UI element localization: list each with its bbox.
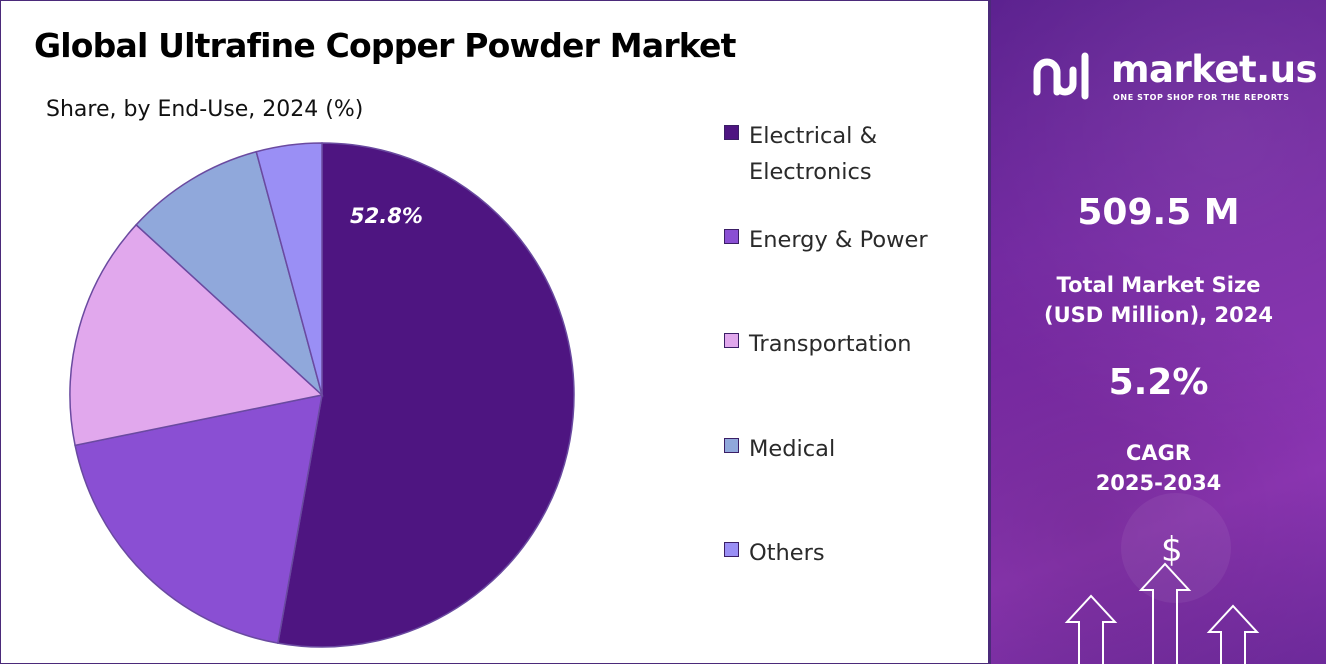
up-arrow-icon (1064, 594, 1118, 664)
dollar-icon: $ (1161, 530, 1183, 570)
chart-subtitle: Share, by End-Use, 2024 (%) (46, 97, 364, 122)
pie-slice-electrical-electronics (277, 142, 575, 648)
legend-swatch (724, 438, 739, 453)
brand-logo: market.us ONE STOP SHOP FOR THE REPORTS (1029, 48, 1319, 108)
up-arrow-icon (1138, 562, 1192, 664)
brand-tagline: ONE STOP SHOP FOR THE REPORTS (1113, 93, 1290, 102)
cagr-value: 5.2% (1108, 362, 1209, 403)
panel-divider (988, 0, 991, 664)
pie-slice-others (255, 142, 323, 396)
legend-label: Transportation (749, 331, 912, 357)
legend-item-transportation: Transportation (724, 326, 949, 362)
legend-label: Energy & Power (749, 227, 928, 253)
legend-swatch (724, 542, 739, 557)
cagr-label-1: CAGR (1125, 441, 1192, 465)
legend-item-medical: Medical (724, 431, 949, 467)
legend-item-energy-power: Energy & Power (724, 222, 949, 258)
legend-swatch (724, 333, 739, 348)
market-size-value: 509.5 M (1077, 192, 1240, 233)
pie-slice-transportation (69, 223, 324, 447)
data-label-electrical-electronics: 52.8% (350, 204, 423, 228)
cagr-label-2: 2025-2034 (1095, 471, 1222, 495)
legend-swatch (724, 125, 739, 140)
chart-area: Global Ultrafine Copper Powder Market Sh… (2, 2, 988, 662)
legend-label: Medical (749, 436, 836, 462)
panel-background (991, 0, 1326, 664)
legend-item-others: Others (724, 535, 949, 571)
pie-chart: 52.8% (69, 142, 575, 648)
pie-slice-medical (135, 150, 324, 398)
market-size-label-2: (USD Million), 2024 (1044, 303, 1273, 327)
summary-panel: market.us ONE STOP SHOP FOR THE REPORTS … (991, 0, 1326, 664)
legend-swatch (724, 229, 739, 244)
market-size-label-1: Total Market Size (1056, 273, 1261, 297)
market-us-logo-icon (1033, 52, 1089, 100)
pie-slice-energy-power (74, 394, 323, 644)
up-arrow-icon (1206, 604, 1260, 664)
chart-title: Global Ultrafine Copper Powder Market (34, 26, 736, 65)
legend-label: Others (749, 540, 825, 566)
legend-item-electrical-electronics: Electrical & Electronics (724, 118, 949, 190)
growth-arrows-illustration (1064, 493, 1260, 664)
legend-label: Electrical & Electronics (749, 123, 878, 185)
brand-name: market.us (1111, 48, 1318, 91)
